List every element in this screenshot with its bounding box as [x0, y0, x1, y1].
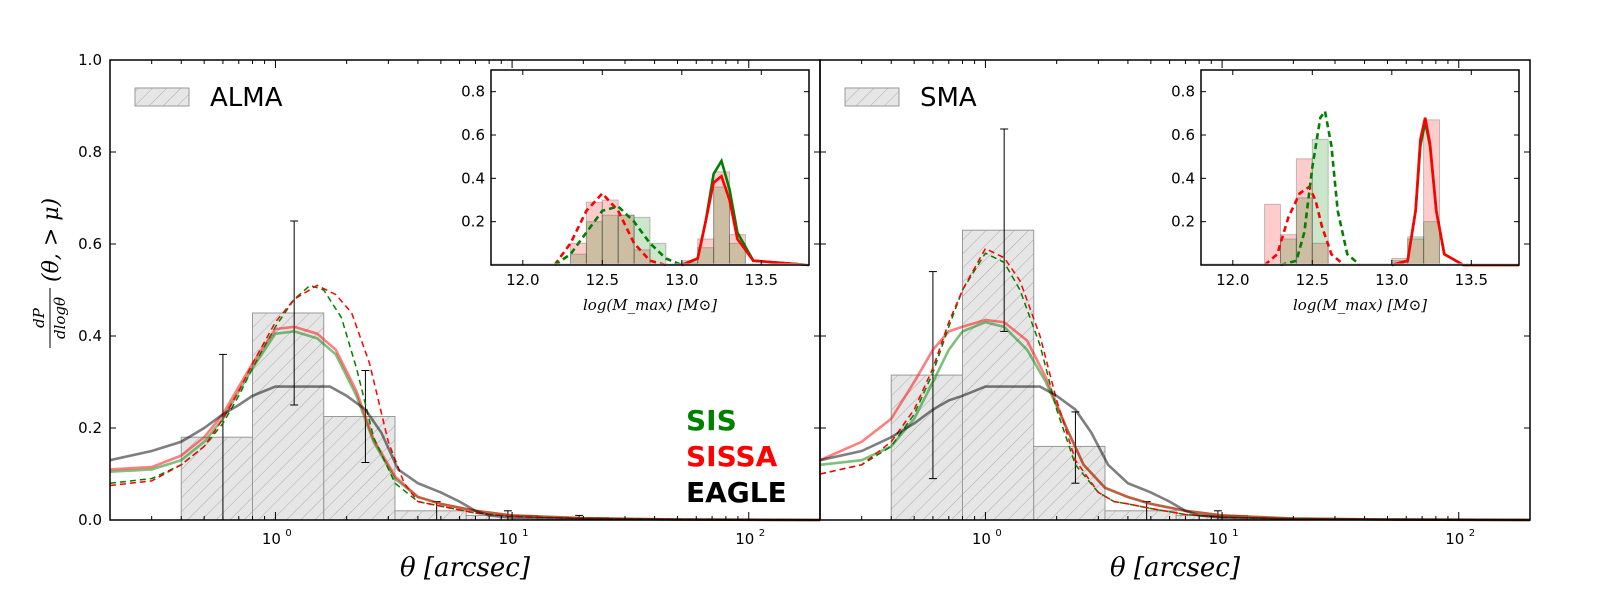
hist-bar: [1104, 510, 1177, 521]
ytick-label: 1.0: [78, 51, 102, 69]
inset-bg: [491, 70, 809, 265]
model-legend-sissa: SISSA: [686, 440, 778, 473]
inset-ytick-label: 0.2: [1171, 213, 1195, 231]
inset-xtick-label: 13.0: [1375, 271, 1408, 289]
inset-frame: [490, 69, 810, 266]
legend-swatch: [134, 87, 190, 107]
inset-bar-sis: [713, 186, 730, 266]
xtick-label-exp: 0: [995, 528, 1001, 539]
inset-x-axis-label: log(M_max) [M⊙]: [583, 296, 717, 314]
panel-left: [109, 59, 821, 522]
hist-bar: [394, 510, 467, 521]
ytick-label: 0.2: [78, 419, 102, 437]
inset-bar-sis: [570, 253, 587, 266]
y-axis-label: dP dlogθ (θ, > μ): [30, 198, 69, 348]
xtick-label-exp: 1: [1232, 528, 1238, 539]
xtick-label-exp: 0: [285, 528, 291, 539]
xtick-label-base: 10: [1209, 530, 1228, 548]
xtick-label-base: 10: [972, 530, 991, 548]
inset-xtick-label: 13.0: [665, 271, 698, 289]
inset-xtick-label: 13.5: [1455, 271, 1488, 289]
inset-ytick-label: 0.2: [461, 213, 485, 231]
legend-label: ALMA: [210, 83, 283, 113]
inset-curve-sissa-dashed: [553, 191, 667, 267]
inset-ytick-label: 0.6: [461, 126, 485, 144]
inset-ytick-label: 0.6: [1171, 126, 1195, 144]
hist-bar: [890, 374, 963, 521]
inset-bar-sis: [601, 214, 619, 266]
inset-ytick-label: 0.4: [1171, 169, 1195, 187]
xtick-label-base: 10: [735, 530, 754, 548]
inset-ytick-label: 0.4: [461, 169, 485, 187]
y-axis-label-num: dP: [30, 307, 48, 328]
legend-label: SMA: [920, 83, 977, 113]
inset-xtick-label: 12.5: [586, 271, 619, 289]
x-axis-label: θ [arcsec]: [1110, 553, 1241, 583]
inset-ytick-label: 0.8: [461, 83, 485, 101]
inset-bg: [1201, 70, 1519, 265]
xtick-label-base: 10: [1445, 530, 1464, 548]
hist-bar: [1033, 445, 1106, 521]
ytick-label: 0.8: [78, 143, 102, 161]
xtick-label-base: 10: [499, 530, 518, 548]
inset-curve-sis-dashed: [553, 205, 683, 267]
legend-swatch: [844, 87, 900, 107]
inset-frame: [1200, 69, 1520, 266]
curve-eagle-solid: [109, 385, 821, 522]
curve-sissa-solid: [819, 318, 1531, 522]
inset-xtick-label: 12.5: [1296, 271, 1329, 289]
hist-bar: [323, 416, 396, 521]
inset-curve-sissa-solid: [1391, 117, 1519, 267]
xtick-label-exp: 2: [1469, 528, 1475, 539]
y-axis-label-den: dlogθ: [51, 297, 69, 339]
inset-xtick-label: 12.0: [1216, 271, 1249, 289]
inset-bar-sis: [1423, 221, 1440, 266]
inset-left: [490, 69, 810, 267]
inset-x-axis-label: log(M_max) [M⊙]: [1293, 296, 1427, 314]
inset-curve-sissa-solid: [681, 173, 810, 267]
xtick-label-exp: 2: [759, 528, 765, 539]
inset-curve-sis-dashed: [1280, 107, 1361, 267]
ytick-label: 0.4: [78, 327, 102, 345]
inset-xtick-label: 13.5: [745, 271, 778, 289]
inset-ytick-label: 0.8: [1171, 83, 1195, 101]
hist-bar: [180, 436, 253, 521]
curve-sissa-dashed: [109, 284, 821, 521]
model-legend-eagle: EAGLE: [686, 476, 787, 509]
panel-right: [819, 59, 1531, 522]
x-axis-label: θ [arcsec]: [400, 553, 531, 583]
xtick-label-exp: 1: [522, 528, 528, 539]
xtick-label-base: 10: [262, 530, 281, 548]
inset-bar-sissa: [1264, 203, 1281, 266]
inset-xtick-label: 12.0: [506, 271, 539, 289]
curve-eagle-solid: [819, 385, 1531, 522]
hist-bar: [961, 229, 1035, 521]
ytick-label: 0.0: [78, 511, 102, 529]
axes-frame: [819, 59, 1531, 521]
ytick-label: 0.6: [78, 235, 102, 253]
curve-sissa-solid: [109, 325, 821, 522]
inset-right: [1200, 69, 1520, 267]
y-axis-label-main: (θ, > μ): [39, 198, 64, 282]
model-legend-sis: SIS: [686, 404, 737, 437]
